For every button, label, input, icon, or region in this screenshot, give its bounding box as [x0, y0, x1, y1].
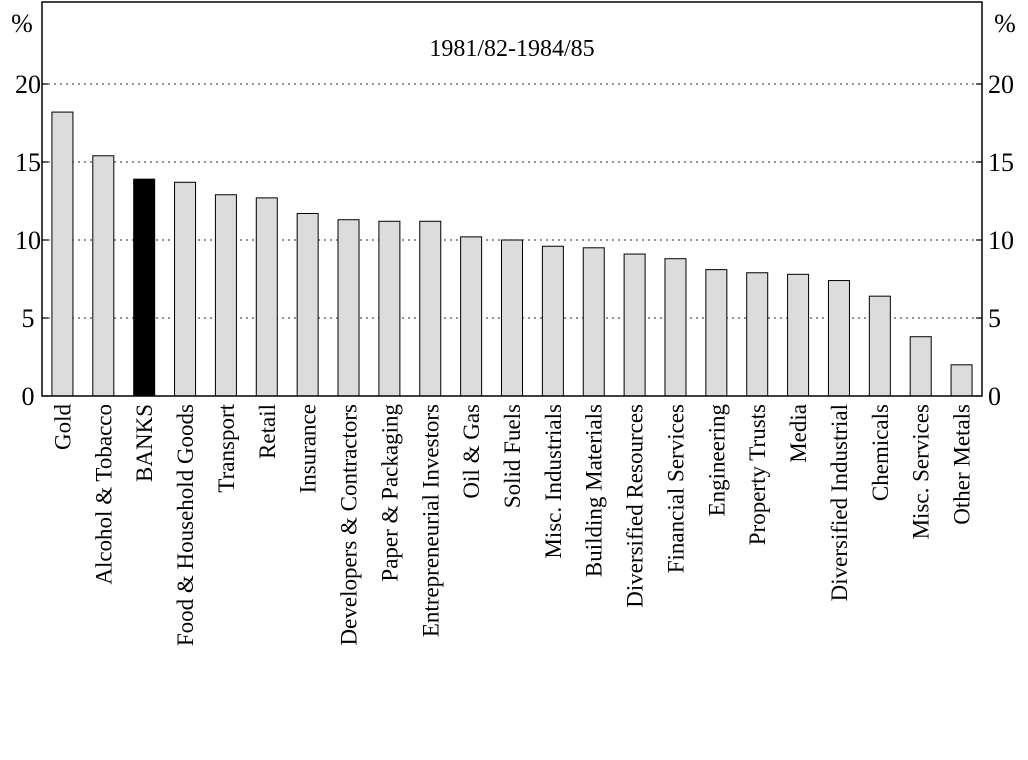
bar-diversified-resources: [623, 253, 646, 397]
bar-property-trusts: [746, 272, 769, 397]
bar-financial-services: [664, 258, 687, 397]
y-unit-left: %: [11, 9, 33, 38]
category-label: Media: [786, 404, 811, 463]
category-label: Insurance: [296, 404, 321, 493]
category-label: Diversified Industrial: [827, 404, 852, 601]
grid-lines: [42, 83, 982, 319]
category-labels: Gold Alcohol & Tobacco BANKS Food & Househo…: [50, 403, 974, 646]
y-tick-label-right: 5: [988, 304, 1001, 333]
bars: [51, 111, 973, 397]
bar-retail: [255, 197, 278, 397]
bar-gold: [51, 111, 74, 397]
bar-other-metals: [950, 364, 973, 397]
bar-alcohol-tobacco: [92, 155, 115, 397]
y-tick-label-right: 15: [988, 148, 1014, 177]
y-tick-label-left: 10: [15, 226, 41, 255]
chart-title: 1981/82-1984/85: [429, 36, 594, 62]
bar-diversified-industrial: [827, 280, 850, 397]
category-label: Financial Services: [663, 404, 688, 573]
plot-frame: [41, 1, 983, 397]
y-unit-right: %: [994, 9, 1016, 38]
category-label: Transport: [214, 403, 239, 492]
bar-misc-services: [909, 336, 932, 397]
y-tick-label-left: 15: [15, 148, 41, 177]
category-label: Property Trusts: [745, 404, 770, 545]
bar-insurance: [296, 212, 319, 397]
y-tick-label-right: 0: [988, 382, 1001, 411]
bar-solid-fuels: [501, 239, 523, 397]
category-label: Other Metals: [950, 404, 975, 525]
bar-oil-gas: [460, 236, 483, 397]
y-tick-label-left: 5: [22, 304, 35, 333]
bar-chemicals: [868, 295, 891, 397]
bar-misc-industrials: [541, 245, 564, 397]
y-tick-label-right: 20: [988, 70, 1014, 99]
y-tick-label-left: 0: [22, 382, 35, 411]
bar-building-materials: [582, 247, 605, 397]
category-label: Oil & Gas: [459, 404, 484, 499]
category-label: BANKS: [132, 404, 157, 482]
bar-media: [787, 273, 810, 397]
bar-engineering: [705, 269, 728, 397]
bar-paper-packaging: [378, 220, 401, 397]
bar-entrepreneurial-investors: [419, 220, 442, 397]
category-label: Building Materials: [582, 404, 607, 577]
bar-developers-contractors: [337, 219, 360, 397]
category-label: Developers & Contractors: [337, 404, 362, 645]
y-tick-label-right: 10: [988, 226, 1014, 255]
category-label: Misc. Services: [909, 404, 934, 539]
category-label: Engineering: [704, 404, 729, 517]
category-label: Chemicals: [868, 404, 893, 501]
category-label: Solid Fuels: [500, 404, 525, 508]
axes: 0 0 5 5 10 10 15 15 20 20: [15, 70, 1014, 411]
category-label: Entrepreneurial Investors: [418, 404, 443, 637]
category-label: Paper & Packaging: [377, 404, 402, 582]
category-label: Food & Household Goods: [173, 404, 198, 646]
category-label: Diversified Resources: [623, 404, 648, 608]
bar-banks: [133, 178, 156, 397]
category-label: Retail: [255, 404, 280, 459]
bar-transport: [214, 194, 237, 397]
category-label: Alcohol & Tobacco: [91, 404, 116, 585]
category-label: Gold: [50, 404, 75, 451]
y-tick-label-left: 20: [15, 70, 41, 99]
category-label: Misc. Industrials: [541, 404, 566, 559]
bar-food-household-goods: [174, 181, 197, 397]
